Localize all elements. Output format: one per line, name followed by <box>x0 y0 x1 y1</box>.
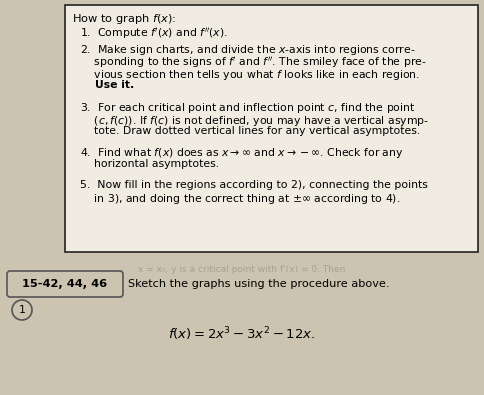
Text: Use it.: Use it. <box>80 81 134 90</box>
Text: tote. Draw dotted vertical lines for any vertical asymptotes.: tote. Draw dotted vertical lines for any… <box>80 126 420 136</box>
Text: 5.  Now fill in the regions according to 2), connecting the points: 5. Now fill in the regions according to … <box>80 179 428 190</box>
Text: Sketch the graphs using the procedure above.: Sketch the graphs using the procedure ab… <box>128 279 390 289</box>
Text: 4.  Find what $f(x)$ does as $x \to \infty$ and $x \to -\infty$. Check for any: 4. Find what $f(x)$ does as $x \to \inft… <box>80 147 404 160</box>
Text: sponding to the signs of $f'$ and $f''$. The smiley face of the pre-: sponding to the signs of $f'$ and $f''$.… <box>80 56 426 70</box>
Text: 1: 1 <box>18 305 26 315</box>
Text: 3.  For each critical point and inflection point $c$, find the point: 3. For each critical point and inflectio… <box>80 101 416 115</box>
Text: How to graph $f(x)$:: How to graph $f(x)$: <box>72 12 177 26</box>
FancyBboxPatch shape <box>7 271 123 297</box>
Text: 15-42, 44, 46: 15-42, 44, 46 <box>22 279 107 289</box>
Text: 1.  Compute $f'(x)$ and $f''(x)$.: 1. Compute $f'(x)$ and $f''(x)$. <box>80 26 228 41</box>
FancyBboxPatch shape <box>65 5 478 252</box>
Text: $f(x) = 2x^3 - 3x^2 - 12x.$: $f(x) = 2x^3 - 3x^2 - 12x.$ <box>168 325 316 342</box>
Text: $(c, f(c))$. If $f(c)$ is not defined, you may have a vertical asymp-: $(c, f(c))$. If $f(c)$ is not defined, y… <box>80 113 429 128</box>
Text: vious section then tells you what $f$ looks like in each region.: vious section then tells you what $f$ lo… <box>80 68 420 82</box>
Text: in 3), and doing the correct thing at $\pm\infty$ according to 4).: in 3), and doing the correct thing at $\… <box>80 192 400 206</box>
Text: x = x₀, y is a critical point with f'(x) = 0. Then: x = x₀, y is a critical point with f'(x)… <box>138 265 346 274</box>
Text: 2.  Make sign charts, and divide the $x$-axis into regions corre-: 2. Make sign charts, and divide the $x$-… <box>80 43 416 57</box>
Text: horizontal asymptotes.: horizontal asymptotes. <box>80 159 219 169</box>
Circle shape <box>12 300 32 320</box>
